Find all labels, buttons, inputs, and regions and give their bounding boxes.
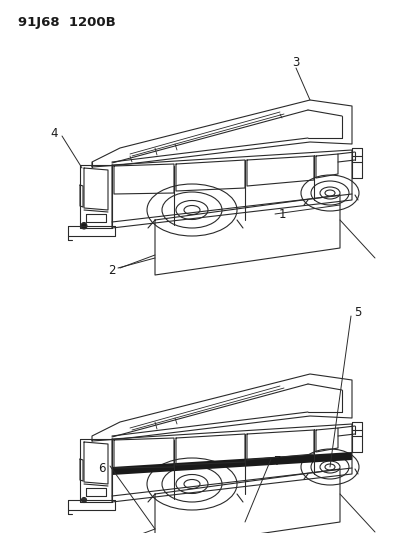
Text: 3: 3 xyxy=(292,55,299,69)
Text: 2: 2 xyxy=(108,263,116,277)
Text: 6: 6 xyxy=(98,463,105,475)
Polygon shape xyxy=(112,452,351,475)
Text: 7: 7 xyxy=(273,456,281,469)
Text: 5: 5 xyxy=(354,306,361,319)
Text: 91J68  1200B: 91J68 1200B xyxy=(18,16,116,29)
Ellipse shape xyxy=(81,497,86,503)
Text: 4: 4 xyxy=(50,126,57,140)
Ellipse shape xyxy=(81,223,87,229)
Text: 1: 1 xyxy=(278,207,285,221)
